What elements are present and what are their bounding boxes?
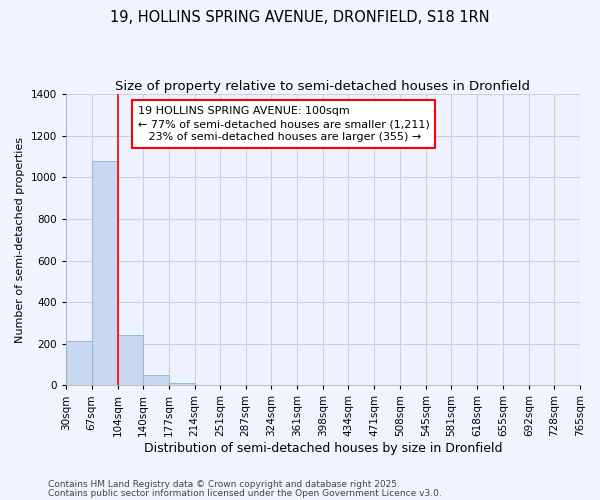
Text: Contains public sector information licensed under the Open Government Licence v3: Contains public sector information licen…: [48, 488, 442, 498]
Text: 19, HOLLINS SPRING AVENUE, DRONFIELD, S18 1RN: 19, HOLLINS SPRING AVENUE, DRONFIELD, S1…: [110, 10, 490, 25]
Text: 19 HOLLINS SPRING AVENUE: 100sqm
← 77% of semi-detached houses are smaller (1,21: 19 HOLLINS SPRING AVENUE: 100sqm ← 77% o…: [138, 106, 430, 142]
Bar: [118, 336, 143, 386]
Bar: [143, 375, 169, 386]
Y-axis label: Number of semi-detached properties: Number of semi-detached properties: [15, 136, 25, 342]
Title: Size of property relative to semi-detached houses in Dronfield: Size of property relative to semi-detach…: [115, 80, 530, 93]
Text: Contains HM Land Registry data © Crown copyright and database right 2025.: Contains HM Land Registry data © Crown c…: [48, 480, 400, 489]
Bar: [66, 340, 92, 386]
Bar: [169, 383, 194, 386]
Bar: [92, 160, 118, 386]
X-axis label: Distribution of semi-detached houses by size in Dronfield: Distribution of semi-detached houses by …: [143, 442, 502, 455]
